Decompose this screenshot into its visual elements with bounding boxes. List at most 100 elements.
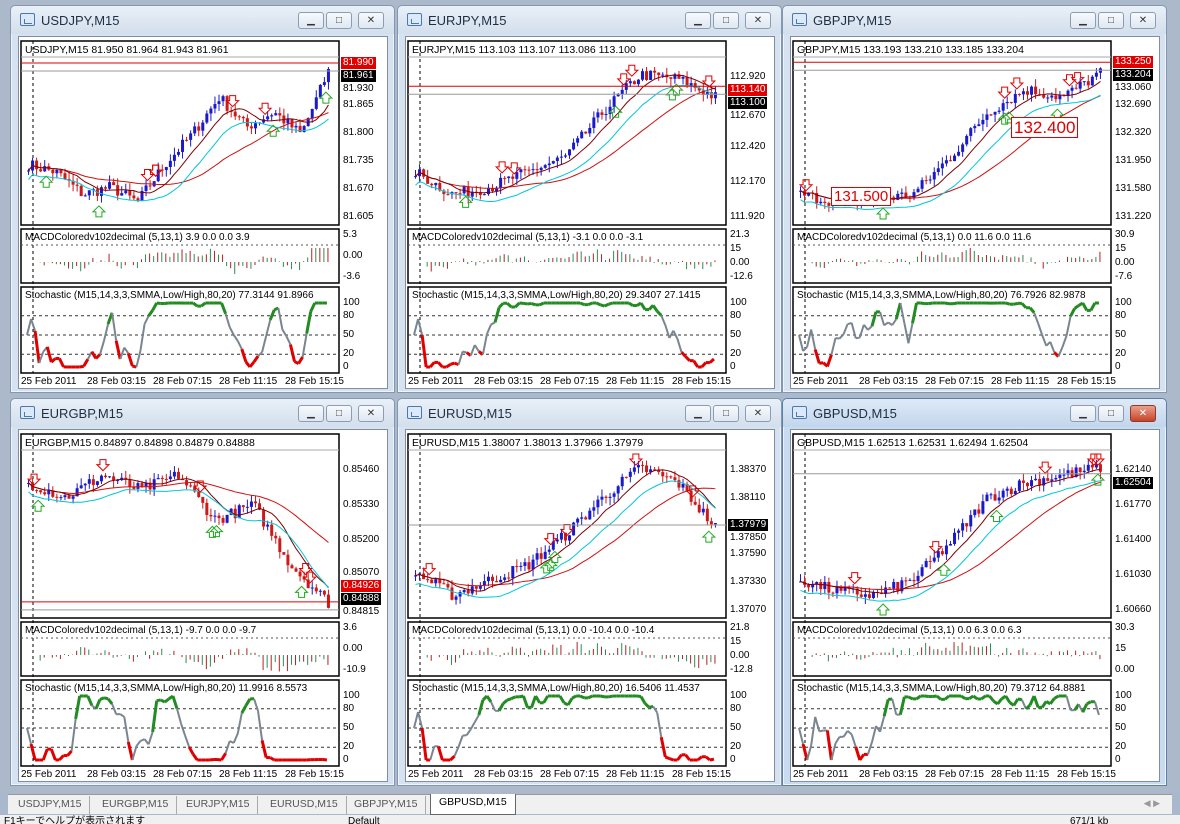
chart-window-eurgbp[interactable]: EURGBP,M15 ▁ □ ✕ EURGBP,M15 0.84897 0.84898 … [10,398,395,786]
candle [1005,488,1009,491]
stoch-main-segment [651,304,659,313]
close-button[interactable]: ✕ [1130,405,1156,422]
window-title-bar[interactable]: GBPJPY,M15 ▁ □ ✕ [783,6,1166,34]
time-axis-label: 28 Feb 11:15 [991,769,1050,780]
stoch-axis-label: 100 [730,690,747,701]
stoch-axis-label: 100 [343,690,360,701]
chart-window-eurusd[interactable]: EURUSD,M15 ▁ □ ✕ EURUSD,M15 1.38007 1.38013 … [397,398,782,786]
chart-area[interactable]: EURJPY,M15 113.103 113.107 113.086 113.1… [405,36,775,389]
candle [596,112,600,118]
stoch-main-segment [126,741,134,761]
candle [75,488,79,497]
chart-area[interactable]: USDJPY,M15 81.950 81.964 81.943 81.961 MA… [18,36,388,389]
maximize-button[interactable]: □ [713,12,739,29]
minimize-button[interactable]: ▁ [685,405,711,422]
chart-window-usdjpy[interactable]: USDJPY,M15 ▁ □ ✕ USDJPY,M15 81.950 81.964 81… [10,5,395,393]
candle [863,594,867,597]
chart-area[interactable]: GBPUSD,M15 1.62513 1.62531 1.62494 1.625… [790,429,1160,782]
time-axis-label: 28 Feb 07:15 [153,376,212,387]
close-button[interactable]: ✕ [745,12,771,29]
slow-ma-line [28,481,329,543]
close-button[interactable]: ✕ [358,405,384,422]
candle [148,185,152,187]
tab-eurgbp[interactable]: EURGBP,M15 [94,796,178,814]
candle [442,190,446,195]
stoch-main-segment [899,302,906,324]
candle [555,539,559,542]
window-title-bar[interactable]: EURGBP,M15 ▁ □ ✕ [11,399,394,427]
stoch-main-segment [417,711,424,729]
candle [661,472,665,477]
chart-window-gbpjpy[interactable]: GBPJPY,M15 ▁ □ ✕ GBPJPY,M15 133.193 133.210 … [782,5,1167,393]
candle [576,518,580,523]
maximize-button[interactable]: □ [1098,405,1124,422]
stoch-axis-label: 20 [343,348,355,360]
macd-axis-label: 0.00 [343,250,363,261]
maximize-button[interactable]: □ [1098,12,1124,29]
minimize-button[interactable]: ▁ [298,405,324,422]
stoch-main-segment [1081,302,1089,312]
stoch-axis-label: 80 [343,703,355,714]
candle [95,481,99,485]
chart-window-gbpusd[interactable]: GBPUSD,M15 ▁ □ ✕ GBPUSD,M15 1.62513 1.62531 … [782,398,1167,786]
tab-eurusd[interactable]: EURUSD,M15 [262,796,347,814]
candle [677,74,681,79]
candle [713,92,717,99]
candle [936,551,940,558]
maximize-button[interactable]: □ [713,405,739,422]
close-button[interactable]: ✕ [1130,12,1156,29]
maximize-button[interactable]: □ [326,12,352,29]
maximize-button[interactable]: □ [326,405,352,422]
window-title-bar[interactable]: USDJPY,M15 ▁ □ ✕ [11,6,394,34]
candle [270,115,274,117]
minimize-button[interactable]: ▁ [1070,12,1096,29]
window-title-bar[interactable]: EURJPY,M15 ▁ □ ✕ [398,6,781,34]
window-title-bar[interactable]: EURUSD,M15 ▁ □ ✕ [398,399,781,427]
candle [140,483,144,487]
candle [1001,103,1005,111]
candle [547,549,551,552]
chart-window-eurjpy[interactable]: EURJPY,M15 ▁ □ ✕ EURJPY,M15 113.103 113.107 … [397,5,782,393]
tab-gbpusd[interactable]: GBPUSD,M15 [430,794,516,815]
candle [892,581,896,589]
stoch-main-segment [217,758,222,762]
tab-usdjpy[interactable]: USDJPY,M15 [10,796,91,814]
macd-indicator-label: MACDColoredv102decimal (5,13,1) -9.7 0.0… [25,625,257,636]
candle [172,154,176,161]
time-axis-label: 28 Feb 03:15 [87,376,146,387]
stoch-axis-label: 20 [1115,348,1127,360]
close-button[interactable]: ✕ [358,12,384,29]
window-title-bar[interactable]: GBPUSD,M15 ▁ □ ✕ [783,399,1166,427]
candle [924,180,928,182]
main-panel-frame [407,433,727,619]
ask-price-label: 81.990 [341,57,376,69]
candle [1030,480,1034,487]
minimize-button[interactable]: ▁ [1070,405,1096,422]
tab-gbpjpy[interactable]: GBPJPY,M15 [346,796,427,814]
stoch-main-segment [261,335,268,353]
candle [940,551,944,555]
minimize-button[interactable]: ▁ [298,12,324,29]
time-axis-label: 28 Feb 11:15 [606,376,665,387]
candle [27,170,30,172]
stoch-main-segment [879,311,886,326]
price-axis-label: 81.670 [343,183,374,194]
close-button[interactable]: ✕ [745,405,771,422]
stoch-main-segment [477,699,485,716]
tab-eurjpy[interactable]: EURJPY,M15 [178,796,259,814]
chart-area[interactable]: GBPJPY,M15 133.193 133.210 133.185 133.2… [790,36,1160,389]
macd-axis-label: 0.00 [343,643,363,654]
price-axis-label: 132.320 [1115,127,1152,138]
stoch-main-segment [911,302,919,324]
time-axis-label: 28 Feb 15:15 [285,769,344,780]
macd-axis-label: 5.3 [343,229,357,240]
window-title: GBPJPY,M15 [813,13,892,28]
status-profile: Default [348,816,380,824]
candle [201,497,205,503]
stoch-main-segment [450,361,455,366]
minimize-button[interactable]: ▁ [685,12,711,29]
chart-area[interactable]: EURGBP,M15 0.84897 0.84898 0.84879 0.848… [18,429,388,782]
chart-area[interactable]: EURUSD,M15 1.38007 1.38013 1.37966 1.379… [405,429,775,782]
tab-scroll-arrows[interactable]: ◀ ▶ [1143,798,1160,808]
stoch-main-segment [131,745,138,761]
